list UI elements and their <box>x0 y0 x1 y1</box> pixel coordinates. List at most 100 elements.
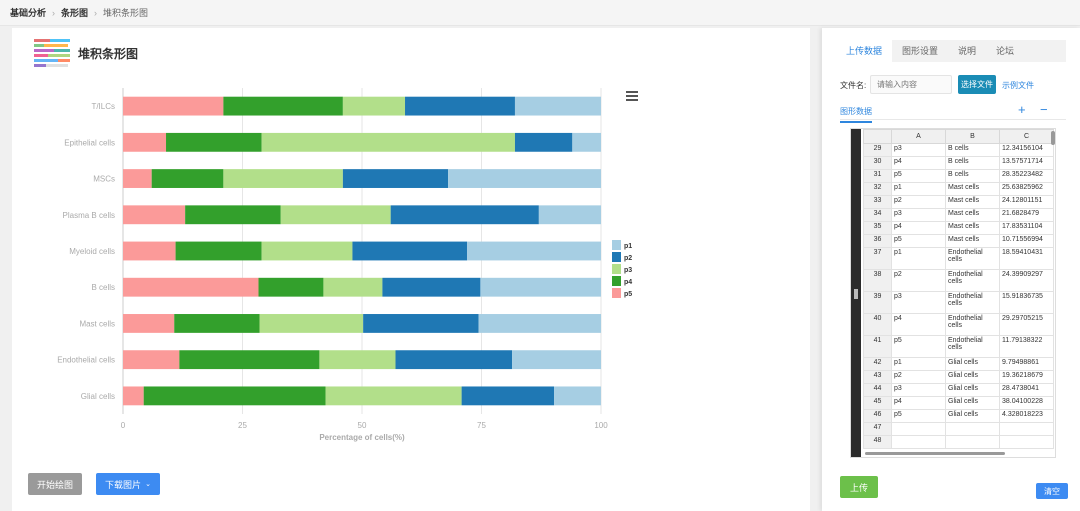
table-cell[interactable] <box>999 435 1054 449</box>
table-cell[interactable]: p2 <box>891 370 946 384</box>
table-cell[interactable]: p5 <box>891 234 946 248</box>
table-cell[interactable]: Mast cells <box>945 221 1000 235</box>
row-number-cell[interactable]: 34 <box>863 208 892 222</box>
table-cell[interactable]: p4 <box>891 396 946 410</box>
row-number-cell[interactable]: 36 <box>863 234 892 248</box>
table-cell[interactable]: 11.79138322 <box>999 335 1054 358</box>
tab-upload-data[interactable]: 上传数据 <box>836 40 893 62</box>
row-number-cell[interactable]: 48 <box>863 435 892 449</box>
table-cell[interactable]: B cells <box>945 156 1000 170</box>
table-cell[interactable]: Glial cells <box>945 370 1000 384</box>
table-cell[interactable]: p3 <box>891 143 946 157</box>
tab-graph-settings[interactable]: 图形设置 <box>902 46 939 56</box>
row-number-cell[interactable]: 40 <box>863 313 892 336</box>
menu-icon[interactable] <box>626 91 638 101</box>
table-cell[interactable] <box>891 422 946 436</box>
sample-file-link[interactable]: 示例文件 <box>1002 81 1034 90</box>
tab-description[interactable]: 说明 <box>958 46 977 56</box>
resize-handle[interactable] <box>854 289 858 299</box>
table-cell[interactable]: p4 <box>891 221 946 235</box>
table-cell[interactable]: 28.4738041 <box>999 383 1054 397</box>
table-cell[interactable]: p4 <box>891 313 946 336</box>
table-cell[interactable]: p1 <box>891 247 946 270</box>
table-cell[interactable]: p3 <box>891 208 946 222</box>
table-cell[interactable]: B cells <box>945 143 1000 157</box>
table-cell[interactable]: 19.36218679 <box>999 370 1054 384</box>
minus-icon[interactable]: − <box>1040 102 1048 117</box>
row-number-cell[interactable]: 42 <box>863 357 892 371</box>
table-cell[interactable]: Mast cells <box>945 234 1000 248</box>
table-cell[interactable] <box>945 435 1000 449</box>
table-cell[interactable]: p3 <box>891 291 946 314</box>
table-cell[interactable]: Endothelial cells <box>945 247 1000 270</box>
breadcrumb-item-basic-analysis[interactable]: 基础分析 <box>10 8 47 18</box>
table-cell[interactable]: Endothelial cells <box>945 313 1000 336</box>
row-number-cell[interactable]: 33 <box>863 195 892 209</box>
row-number-cell[interactable]: 38 <box>863 269 892 292</box>
table-cell[interactable]: p2 <box>891 269 946 292</box>
breadcrumb-item-bar-chart[interactable]: 条形图 <box>61 8 89 18</box>
table-cell[interactable]: 12.34156104 <box>999 143 1054 157</box>
table-cell[interactable]: Mast cells <box>945 195 1000 209</box>
table-cell[interactable]: 25.63825962 <box>999 182 1054 196</box>
choose-file-button[interactable]: 选择文件 <box>958 75 996 94</box>
table-cell[interactable]: Endothelial cells <box>945 269 1000 292</box>
row-number-cell[interactable]: 45 <box>863 396 892 410</box>
table-cell[interactable]: Mast cells <box>945 208 1000 222</box>
row-number-cell[interactable]: 29 <box>863 143 892 157</box>
table-cell[interactable]: 9.79498861 <box>999 357 1054 371</box>
start-plot-button[interactable]: 开始绘图 <box>28 473 82 495</box>
row-number-cell[interactable]: 46 <box>863 409 892 423</box>
row-number-cell[interactable]: 37 <box>863 247 892 270</box>
row-number-cell[interactable]: 35 <box>863 221 892 235</box>
table-cell[interactable]: p5 <box>891 335 946 358</box>
column-header-b[interactable]: B <box>945 129 1000 144</box>
horizontal-scrollbar[interactable] <box>865 452 1005 455</box>
row-number-cell[interactable]: 39 <box>863 291 892 314</box>
table-cell[interactable]: Glial cells <box>945 383 1000 397</box>
table-cell[interactable] <box>891 435 946 449</box>
table-cell[interactable]: Endothelial cells <box>945 335 1000 358</box>
file-name-input[interactable] <box>870 75 952 94</box>
table-cell[interactable]: 10.71556994 <box>999 234 1054 248</box>
tab-forum[interactable]: 论坛 <box>996 46 1015 56</box>
table-cell[interactable]: Glial cells <box>945 357 1000 371</box>
table-cell[interactable]: p2 <box>891 195 946 209</box>
table-cell[interactable]: 15.91836735 <box>999 291 1054 314</box>
table-cell[interactable]: p3 <box>891 383 946 397</box>
table-cell[interactable] <box>999 422 1054 436</box>
column-header-c[interactable]: C <box>999 129 1054 144</box>
table-cell[interactable]: p1 <box>891 357 946 371</box>
table-cell[interactable]: B cells <box>945 169 1000 183</box>
table-cell[interactable]: Mast cells <box>945 182 1000 196</box>
row-number-cell[interactable]: 31 <box>863 169 892 183</box>
table-cell[interactable]: 18.59410431 <box>999 247 1054 270</box>
data-spreadsheet[interactable]: A B C 29 p3 B cells 12.34156104 30 p4 B cells 1… <box>850 128 1056 458</box>
table-cell[interactable]: 21.6828479 <box>999 208 1054 222</box>
graph-data-tab[interactable]: 图形数据 <box>840 106 872 123</box>
table-cell[interactable]: 38.04100228 <box>999 396 1054 410</box>
row-number-cell[interactable]: 32 <box>863 182 892 196</box>
table-cell[interactable]: Glial cells <box>945 409 1000 423</box>
column-header-a[interactable]: A <box>891 129 946 144</box>
table-cell[interactable]: 28.35223482 <box>999 169 1054 183</box>
row-number-cell[interactable]: 30 <box>863 156 892 170</box>
row-number-cell[interactable]: 47 <box>863 422 892 436</box>
table-cell[interactable]: Glial cells <box>945 396 1000 410</box>
vertical-scrollbar[interactable] <box>1051 131 1055 145</box>
table-cell[interactable]: p5 <box>891 409 946 423</box>
download-image-button[interactable]: 下载图片 ⌄ <box>96 473 160 495</box>
table-cell[interactable]: 13.57571714 <box>999 156 1054 170</box>
table-cell[interactable]: Endothelial cells <box>945 291 1000 314</box>
table-cell[interactable]: p4 <box>891 156 946 170</box>
table-cell[interactable]: 24.12801151 <box>999 195 1054 209</box>
table-cell[interactable]: 17.83531104 <box>999 221 1054 235</box>
table-cell[interactable] <box>945 422 1000 436</box>
row-number-cell[interactable]: 44 <box>863 383 892 397</box>
row-number-cell[interactable]: 43 <box>863 370 892 384</box>
clear-button[interactable]: 清空 <box>1036 483 1068 499</box>
row-number-cell[interactable]: 41 <box>863 335 892 358</box>
table-cell[interactable]: p1 <box>891 182 946 196</box>
table-cell[interactable]: p5 <box>891 169 946 183</box>
table-cell[interactable]: 24.39909297 <box>999 269 1054 292</box>
